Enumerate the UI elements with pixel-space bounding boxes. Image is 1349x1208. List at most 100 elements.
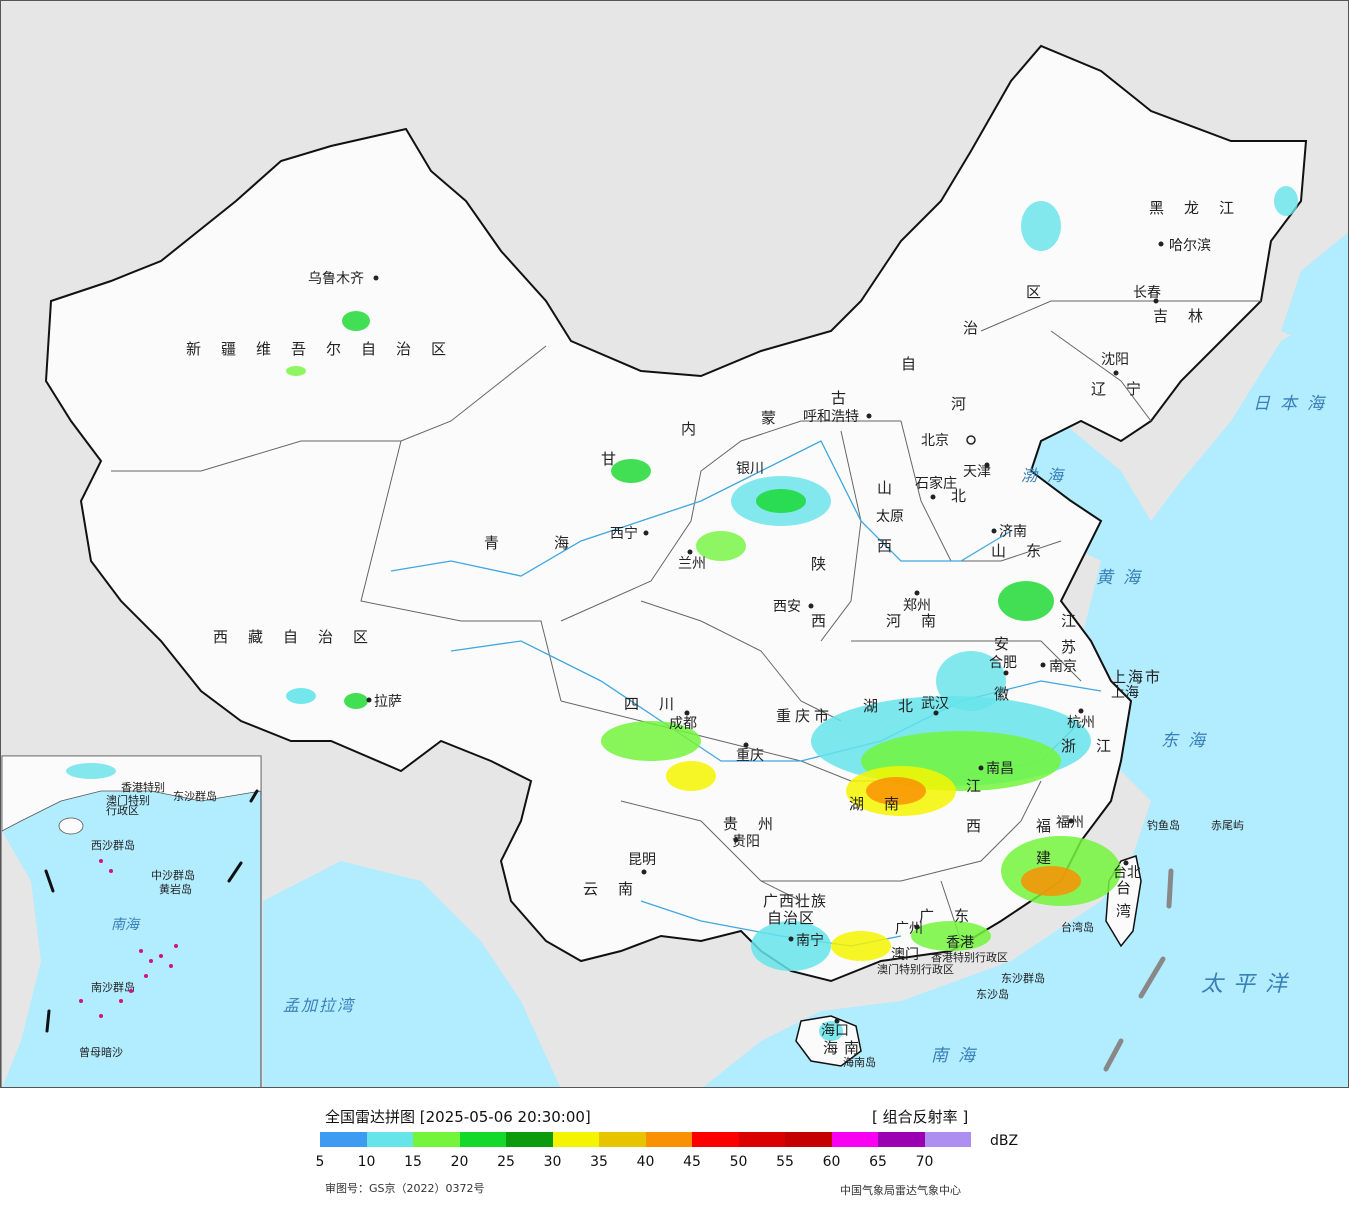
- scale-swatch: [738, 1132, 785, 1147]
- scale-tick: 15: [404, 1154, 422, 1170]
- label-fujian-1: 福: [1036, 817, 1071, 835]
- scale-tick: 40: [636, 1154, 655, 1170]
- label-jiangxi-2: 西: [966, 817, 1001, 835]
- label-shaanxi-2: 西: [811, 612, 846, 630]
- label-hubei: 湖北: [863, 697, 933, 715]
- label-jinan: 济南: [999, 524, 1027, 540]
- label-changchun: 长春: [1133, 285, 1161, 301]
- label-neimeng-1: 内: [681, 420, 716, 438]
- review-number: 审图号：GS京（2022）0372号: [325, 1182, 485, 1195]
- label-neimeng-3: 古: [831, 389, 866, 407]
- label-tianjin: 天津: [963, 464, 991, 480]
- inset-label-dongsha: 东沙群岛: [173, 789, 217, 803]
- inset-south-sea: 南海 西沙群岛 中沙群岛 黄岩岛 南沙群岛 曾母暗沙 东沙群岛 香港特别 澳门特…: [1, 755, 262, 1087]
- label-taiwan-1: 台: [1116, 879, 1151, 897]
- label-hainan: 海南: [823, 1039, 865, 1057]
- label-jilin: 吉林: [1153, 307, 1223, 325]
- ocean-bengal: [263, 861, 561, 1087]
- label-taiwan-island: 台湾岛: [1061, 920, 1094, 934]
- label-bengal: 孟加拉湾: [283, 996, 356, 1015]
- ocean-japan-sea: [1281, 232, 1348, 361]
- scale-tick: 65: [869, 1154, 887, 1170]
- label-anhui-2: 徽: [994, 685, 1029, 703]
- inset-label-xisha: 西沙群岛: [91, 838, 135, 852]
- label-liaoning: 辽宁: [1091, 380, 1161, 398]
- label-henan: 河南: [886, 612, 956, 630]
- label-jiangsu-2: 苏: [1061, 638, 1096, 656]
- scale-tick: 50: [729, 1154, 748, 1170]
- label-qinghai: 青海: [484, 534, 624, 552]
- scale-swatch: [878, 1132, 925, 1147]
- scale-tick: 35: [590, 1154, 608, 1170]
- scale-swatch: [831, 1132, 878, 1147]
- label-chongqing-city: 重庆: [736, 748, 764, 764]
- label-diaoyu: 钓鱼岛: [1147, 818, 1180, 832]
- inset-label-huangyan: 黄岩岛: [159, 882, 192, 896]
- scale-swatch: [692, 1132, 739, 1147]
- label-fuzhou: 福州: [1056, 815, 1084, 831]
- label-guiyang: 贵阳: [732, 834, 760, 850]
- label-dongsha-dao: 东沙岛: [976, 987, 1009, 1001]
- label-east-sea: 东海: [1161, 731, 1215, 751]
- label-xizang: 西藏自治区: [213, 628, 388, 646]
- label-urumqi: 乌鲁木齐: [308, 271, 364, 287]
- hainan-land: [795, 1015, 862, 1067]
- label-chengdu: 成都: [669, 716, 697, 732]
- label-hk-sar: 香港特别行政区: [931, 950, 1008, 964]
- label-neimeng-6: 区: [1026, 283, 1061, 301]
- label-south-sea: 南海: [931, 1046, 985, 1066]
- label-lhasa: 拉萨: [374, 694, 402, 710]
- scale-swatch: [459, 1132, 506, 1147]
- label-shanxi-2: 西: [877, 537, 912, 555]
- inset-label-zengmu: 曾母暗沙: [79, 1045, 123, 1059]
- label-jiangsu-1: 江: [1061, 612, 1096, 630]
- scale-tick: 5: [315, 1154, 325, 1170]
- label-shijiazhuang: 石家庄: [915, 475, 957, 492]
- label-hainan-island: 海南岛: [843, 1055, 876, 1069]
- scale-ticks: 5 10 15 20 25 30 35 40 45 50 55 60 65 70: [316, 1154, 980, 1172]
- inset-label-admin: 行政区: [106, 803, 139, 817]
- label-shaanxi-1: 陕: [811, 555, 846, 573]
- scale-swatch: [924, 1132, 971, 1147]
- label-chongqing: 重庆市: [776, 707, 833, 725]
- label-guangxi-1: 广西壮族: [763, 892, 827, 910]
- label-taibei: 台北: [1113, 865, 1141, 881]
- scale-tick: 10: [357, 1154, 376, 1170]
- label-hangzhou: 杭州: [1067, 715, 1095, 731]
- label-shandong: 山东: [991, 542, 1061, 560]
- label-xinjiang: 新疆维吾尔自治区: [186, 340, 466, 358]
- city-markers: [366, 241, 1164, 1024]
- label-guangxi-2: 自治区: [767, 909, 815, 927]
- label-chiwei: 赤尾屿: [1211, 819, 1244, 832]
- label-neimeng-5: 治: [963, 319, 998, 337]
- label-wuhan: 武汉: [921, 696, 949, 712]
- label-beijing: 北京: [921, 433, 949, 449]
- label-macau-city: 澳门: [891, 947, 919, 963]
- label-hefei: 合肥: [989, 655, 1017, 671]
- label-nanchang: 南昌: [986, 761, 1014, 777]
- scale-tick: 30: [543, 1154, 562, 1170]
- label-neimeng-2: 蒙: [761, 409, 796, 427]
- scale-swatch: [552, 1132, 599, 1147]
- scale-tick: 45: [683, 1154, 701, 1170]
- scale-swatch: [366, 1132, 413, 1147]
- label-lanzhou: 兰州: [678, 556, 706, 572]
- label-nanning: 南宁: [796, 932, 824, 949]
- label-yunnan: 云南: [583, 880, 653, 898]
- inset-label-macau: 澳门特别: [106, 793, 150, 807]
- label-hebei-1: 河: [951, 395, 986, 413]
- scale-swatch: [599, 1132, 646, 1147]
- label-harbin: 哈尔滨: [1169, 238, 1211, 254]
- label-hunan: 湖南: [849, 795, 919, 813]
- label-gansu-1: 甘: [601, 450, 636, 468]
- label-jiangxi-1: 江: [966, 777, 1001, 795]
- scale-swatch: [645, 1132, 692, 1147]
- label-shenyang: 沈阳: [1101, 352, 1129, 368]
- label-kunming: 昆明: [628, 852, 656, 868]
- inset-label-south-sea: 南海: [111, 917, 141, 933]
- scale-swatch: [506, 1132, 553, 1147]
- maritime-boundary: [1103, 868, 1174, 1072]
- scale-swatch: [785, 1132, 832, 1147]
- color-scale: [320, 1132, 971, 1147]
- scale-tick: 55: [776, 1154, 794, 1170]
